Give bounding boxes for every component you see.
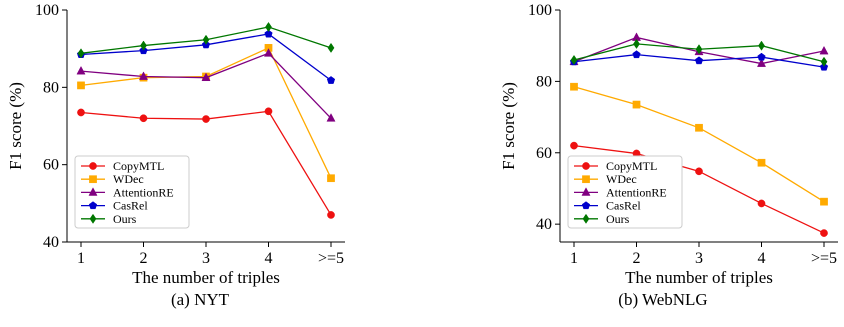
data-point bbox=[695, 167, 703, 176]
data-point bbox=[327, 211, 335, 219]
legend-label: CopyMTL bbox=[113, 159, 164, 173]
data-point bbox=[570, 82, 578, 91]
data-point bbox=[202, 115, 210, 123]
y-tick-label: 80 bbox=[43, 79, 59, 96]
x-tick-label: 1 bbox=[77, 250, 85, 267]
legend-label: Ours bbox=[113, 212, 137, 226]
y-tick-label: 40 bbox=[43, 234, 59, 251]
legend-marker bbox=[582, 162, 590, 170]
chart-panel-2: 40 60 80 100 1 2 3 4 >=5 The number of triples F1 … bbox=[499, 2, 838, 309]
data-point bbox=[633, 38, 640, 49]
data-point bbox=[264, 29, 273, 38]
data-point bbox=[632, 50, 641, 59]
x-tick-label: 2 bbox=[140, 250, 148, 267]
data-point bbox=[326, 76, 336, 84]
y-tick-label: 100 bbox=[35, 2, 59, 19]
data-point bbox=[76, 65, 86, 75]
legend-marker bbox=[581, 187, 591, 196]
data-point bbox=[632, 100, 641, 109]
data-point bbox=[819, 45, 829, 55]
x-tick-label: 4 bbox=[758, 250, 766, 267]
legend-label: WDec bbox=[113, 172, 144, 186]
data-point bbox=[820, 229, 828, 237]
data-point bbox=[77, 48, 85, 59]
y-tick-label: 60 bbox=[43, 157, 59, 174]
legend-marker bbox=[582, 213, 590, 224]
data-point bbox=[140, 40, 147, 51]
series-ours bbox=[77, 21, 335, 59]
data-point bbox=[326, 113, 336, 122]
legend-label: CopyMTL bbox=[606, 159, 657, 173]
x-axis-label: The number of triples bbox=[625, 268, 773, 287]
data-point bbox=[327, 42, 335, 53]
y-axis-label: F1 score (%) bbox=[6, 82, 25, 170]
x-axis-label: The number of triples bbox=[132, 268, 280, 287]
data-point bbox=[201, 72, 211, 82]
y-axis-label: F1 score (%) bbox=[499, 82, 518, 170]
data-point bbox=[757, 52, 766, 61]
series-copymtl bbox=[77, 107, 335, 219]
data-point bbox=[77, 81, 85, 90]
legend-label: AttentionRE bbox=[113, 185, 174, 199]
data-point bbox=[756, 58, 767, 67]
legend-box bbox=[567, 155, 683, 229]
x-tick-label: 4 bbox=[265, 250, 273, 267]
chart-caption: (b) WebNLG bbox=[618, 290, 707, 309]
legend-marker bbox=[582, 175, 590, 184]
legend-label: WDec bbox=[606, 172, 637, 186]
legend-marker bbox=[89, 162, 97, 170]
series-copymtl bbox=[570, 141, 828, 237]
y-tick-label: 60 bbox=[536, 145, 552, 162]
data-point bbox=[820, 197, 828, 206]
y-tick-label: 100 bbox=[528, 2, 552, 19]
legend-marker bbox=[89, 175, 97, 184]
data-point bbox=[139, 114, 148, 123]
series-ours bbox=[570, 38, 828, 67]
data-point bbox=[263, 48, 274, 57]
series-wdec bbox=[570, 82, 828, 206]
chart-caption: (a) NYT bbox=[171, 290, 230, 309]
legend-label: AttentionRE bbox=[606, 185, 667, 199]
chart-panel-1: 40 60 80 100 1 2 3 4 >=5 The number of triples F1 … bbox=[6, 2, 345, 309]
y-tick-label: 40 bbox=[536, 216, 552, 233]
y-tick-label: 80 bbox=[536, 73, 552, 90]
data-point bbox=[77, 108, 85, 117]
series-attentionre bbox=[76, 48, 336, 122]
data-point bbox=[758, 40, 765, 51]
x-tick-label: >=5 bbox=[318, 250, 344, 267]
legend-marker bbox=[581, 201, 591, 210]
legend-marker bbox=[89, 213, 97, 224]
data-point bbox=[694, 56, 704, 65]
x-tick-label: 3 bbox=[202, 250, 210, 267]
data-point bbox=[570, 141, 578, 150]
data-point bbox=[820, 56, 828, 67]
legend-label: Ours bbox=[606, 212, 630, 226]
data-point bbox=[327, 174, 335, 183]
data-point bbox=[757, 199, 766, 208]
series-casrel bbox=[569, 50, 829, 71]
series-line bbox=[80, 52, 332, 119]
x-tick-label: 2 bbox=[633, 250, 641, 267]
legend-label: CasRel bbox=[606, 199, 641, 213]
legend-label: CasRel bbox=[113, 199, 148, 213]
data-point bbox=[264, 107, 273, 116]
data-point bbox=[570, 54, 578, 66]
x-tick-label: >=5 bbox=[811, 250, 837, 267]
data-point bbox=[757, 158, 766, 167]
data-point bbox=[265, 21, 272, 33]
data-point bbox=[138, 71, 149, 80]
data-point bbox=[202, 34, 210, 45]
x-tick-label: 3 bbox=[695, 250, 703, 267]
data-point bbox=[695, 123, 703, 132]
x-tick-label: 1 bbox=[570, 250, 578, 267]
data-point bbox=[695, 44, 703, 55]
legend-box bbox=[74, 155, 190, 229]
legend-marker bbox=[88, 187, 98, 196]
legend-marker bbox=[88, 201, 98, 210]
